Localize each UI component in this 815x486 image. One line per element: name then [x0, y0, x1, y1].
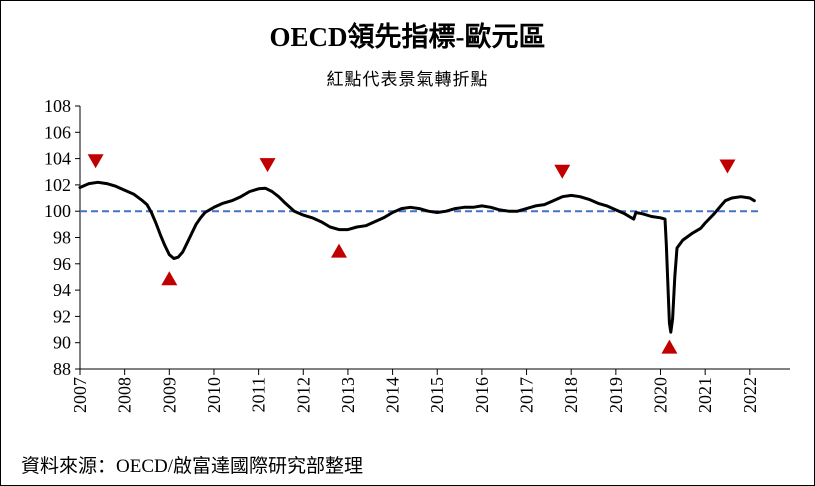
y-tick-label: 102: [44, 175, 71, 195]
trough-marker: [330, 243, 347, 258]
y-tick-label: 104: [44, 149, 71, 169]
x-tick-label: 2019: [606, 377, 626, 413]
x-tick-label: 2014: [383, 377, 403, 413]
x-tick-label: 2021: [695, 377, 715, 413]
source-note: 資料來源：OECD/啟富達國際研究部整理: [21, 456, 364, 477]
y-tick-label: 90: [53, 333, 71, 353]
chart-subtitle: 紅點代表景氣轉折點: [326, 70, 489, 89]
y-tick-label: 88: [53, 359, 71, 379]
turning-point-markers: [87, 154, 736, 354]
y-axis: 88 90 92 94 96 98 100 102 104 106 108: [44, 96, 81, 379]
x-tick-label: 2017: [517, 377, 537, 413]
x-tick-label: 2018: [561, 377, 581, 413]
peak-marker: [259, 158, 276, 173]
x-tick-label: 2009: [159, 377, 179, 413]
peak-marker: [719, 159, 736, 174]
y-tick-label: 96: [53, 254, 71, 274]
peak-marker: [554, 164, 571, 179]
y-tick-label: 94: [53, 280, 71, 300]
trough-marker: [661, 339, 678, 354]
x-tick-label: 2012: [293, 377, 313, 413]
x-tick-label: 2011: [249, 377, 269, 412]
y-tick-label: 98: [53, 228, 71, 248]
x-tick-label: 2008: [115, 377, 135, 413]
trough-marker: [161, 271, 178, 286]
x-tick-label: 2022: [740, 377, 760, 413]
peak-marker: [87, 154, 104, 169]
x-axis: 2007 2008 2009 2010 2011 2012 2013 2014 2015 2016…: [70, 368, 790, 413]
y-tick-label: 106: [44, 122, 71, 142]
series-group: [78, 180, 756, 334]
x-tick-label: 2015: [427, 377, 447, 413]
x-tick-label: 2020: [651, 377, 671, 413]
x-tick-label: 2007: [70, 377, 90, 413]
y-tick-label: 92: [53, 306, 71, 326]
series-line: [78, 180, 756, 334]
x-tick-label: 2010: [204, 377, 224, 413]
x-tick-label: 2016: [472, 377, 492, 413]
y-tick-label: 100: [44, 201, 71, 221]
chart-title: OECD領先指標-歐元區: [269, 22, 546, 52]
y-tick-label: 108: [44, 96, 71, 116]
x-tick-label: 2013: [338, 377, 358, 413]
